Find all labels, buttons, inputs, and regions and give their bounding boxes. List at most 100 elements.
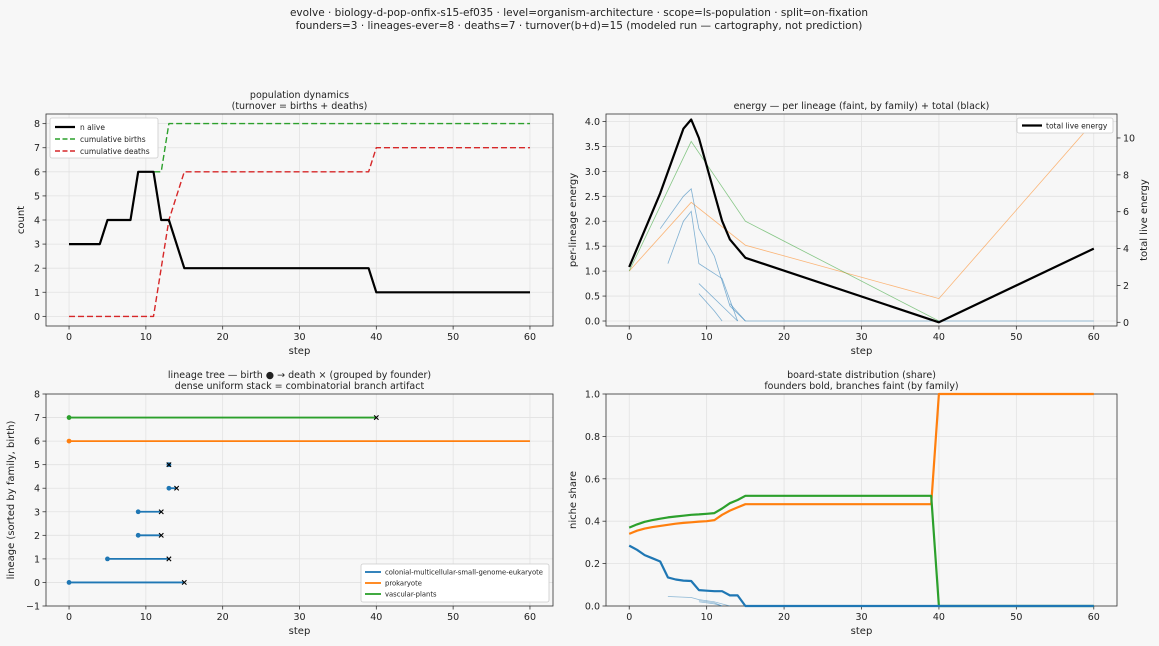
- lineage-energy-line: [628, 140, 940, 322]
- y-right-tick-label: 2: [1123, 281, 1129, 292]
- x-tick-label: 0: [66, 612, 72, 623]
- chart-lineage-tree: 0 10 20 30 40 50 60 −1 0 1 2 3 4 5 6 7 8 step lineage (sor…: [6, 370, 554, 637]
- series-line-total-live-energy: [628, 118, 1095, 324]
- y-tick-label: 2.0: [585, 217, 600, 228]
- chart-energy: 0 10 20 30 40 50 600.00.51.01.52.02.53.03.54.0…: [568, 101, 1150, 357]
- x-tick-label: 60: [524, 332, 536, 343]
- x-axis-label: step: [289, 346, 311, 357]
- legend-box: [360, 563, 550, 603]
- x-tick-label: 0: [626, 332, 632, 343]
- lineage-energy-line: [698, 293, 723, 322]
- branch-share-line: [698, 600, 723, 607]
- death-marker: [158, 509, 164, 515]
- y-tick-label: 0.8: [585, 432, 600, 443]
- y-tick-label: 5: [34, 460, 40, 471]
- suptitle-line2: founders=3 · lineages-ever=8 · deaths=7 …: [296, 20, 863, 32]
- y-tick-label: 0: [34, 578, 40, 589]
- chart-subtitle: founders bold, branches faint (by family…: [764, 381, 958, 392]
- x-axis-label: step: [289, 626, 311, 637]
- birth-marker: [105, 556, 110, 562]
- legend-entry: cumulative deaths: [80, 147, 150, 156]
- lineage-energy-line: [698, 283, 738, 322]
- y-right-tick-label: 8: [1123, 170, 1129, 181]
- y-tick-label: 4: [34, 216, 40, 227]
- y-tick-label: 1: [34, 554, 40, 565]
- x-tick-label: 60: [524, 612, 536, 623]
- death-marker: [373, 414, 379, 421]
- birth-marker: [135, 509, 141, 515]
- y-axis-label: count: [16, 206, 27, 234]
- x-tick-label: 40: [370, 612, 382, 623]
- legend-entry: total live energy: [1046, 122, 1108, 131]
- chart-title: board-state distribution (share): [787, 370, 936, 381]
- legend: total live energy: [1016, 117, 1114, 134]
- chart-board-state-share: 0 10 20 30 40 50 60 0.0 0.2 0.4 0.6 0.8 1.0 step niche…: [568, 370, 1118, 637]
- y-tick-label: 2: [34, 531, 40, 542]
- founder-share-line: [628, 494, 1094, 608]
- legend-entry: vascular-plants: [385, 591, 437, 599]
- y-tick-label: 1: [34, 288, 40, 299]
- legend-entry: n alive: [80, 123, 105, 132]
- death-marker: [166, 556, 172, 562]
- y-right-axis-label: total live energy: [1139, 179, 1150, 261]
- birth-marker: [166, 485, 172, 491]
- birth-marker: [66, 415, 72, 420]
- x-tick-label: 10: [140, 612, 152, 623]
- x-tick-label: 0: [626, 612, 632, 623]
- x-tick-label: 50: [1010, 612, 1022, 623]
- x-tick-label: 40: [933, 332, 945, 343]
- y-axis-label: niche share: [568, 471, 579, 529]
- x-tick-label: 50: [447, 612, 459, 623]
- y-right-tick-label: 0: [1123, 318, 1129, 329]
- suptitle-line1: evolve · biology-d-pop-onfix-s15-ef035 ·…: [290, 7, 868, 19]
- chart-subtitle: dense uniform stack = combinatorial bran…: [175, 381, 425, 392]
- series-line-n-alive: [69, 170, 530, 294]
- series-line-cumulative-deaths: [69, 147, 530, 318]
- birth-marker: [135, 532, 141, 538]
- y-tick-label: 3.0: [585, 167, 600, 178]
- x-tick-label: 20: [217, 332, 229, 343]
- legend-box: [49, 117, 159, 159]
- death-marker: [158, 532, 164, 538]
- x-tick-label: 30: [293, 332, 305, 343]
- x-tick-label: 60: [1088, 612, 1100, 623]
- y-right-tick-label: 6: [1123, 207, 1129, 218]
- y-tick-label: 1.0: [585, 390, 600, 401]
- y-tick-label: 6: [34, 167, 40, 178]
- y-tick-label: 7: [34, 413, 40, 424]
- x-tick-label: 10: [701, 332, 713, 343]
- y-tick-label: 0.0: [585, 317, 600, 328]
- y-tick-label: 0.4: [585, 517, 600, 528]
- x-tick-label: 20: [778, 612, 790, 623]
- x-tick-label: 20: [778, 332, 790, 343]
- y-tick-label: 0: [34, 312, 40, 323]
- x-axis-label: step: [851, 346, 873, 357]
- x-tick-label: 40: [370, 332, 382, 343]
- chart-title: population dynamics: [250, 90, 349, 101]
- y-tick-label: 5: [34, 191, 40, 202]
- legend-entry: prokaryote: [385, 580, 422, 588]
- death-marker: [174, 485, 180, 491]
- y-tick-label: 2: [34, 264, 40, 275]
- legend: colonial-multicellular-small-genome-euka…: [360, 563, 550, 603]
- lineage-energy-line: [667, 210, 738, 322]
- x-tick-label: 30: [293, 612, 305, 623]
- x-axis-label: step: [851, 626, 873, 637]
- x-tick-label: 40: [933, 612, 945, 623]
- x-tick-label: 10: [701, 612, 713, 623]
- y-tick-label: 1.5: [585, 242, 600, 253]
- x-tick-label: 0: [66, 332, 72, 343]
- founder-share-line: [628, 392, 1094, 535]
- y-tick-label: 3: [34, 240, 40, 251]
- x-tick-label: 60: [1088, 332, 1100, 343]
- chart-population-dynamics: 0 10 20 30 40 50 60 0 1 2 3 4 5 6 7 8 step count populatio…: [16, 90, 554, 357]
- y-tick-label: 8: [34, 390, 40, 401]
- legend-box: [1016, 117, 1114, 134]
- y-tick-label: 4: [34, 484, 40, 495]
- chart-subtitle: (turnover = births + deaths): [232, 101, 368, 112]
- y-tick-label: 2.5: [585, 192, 600, 203]
- y-tick-label: 0.6: [585, 474, 600, 485]
- y-right-tick-label: 4: [1123, 244, 1129, 255]
- x-tick-label: 30: [855, 612, 867, 623]
